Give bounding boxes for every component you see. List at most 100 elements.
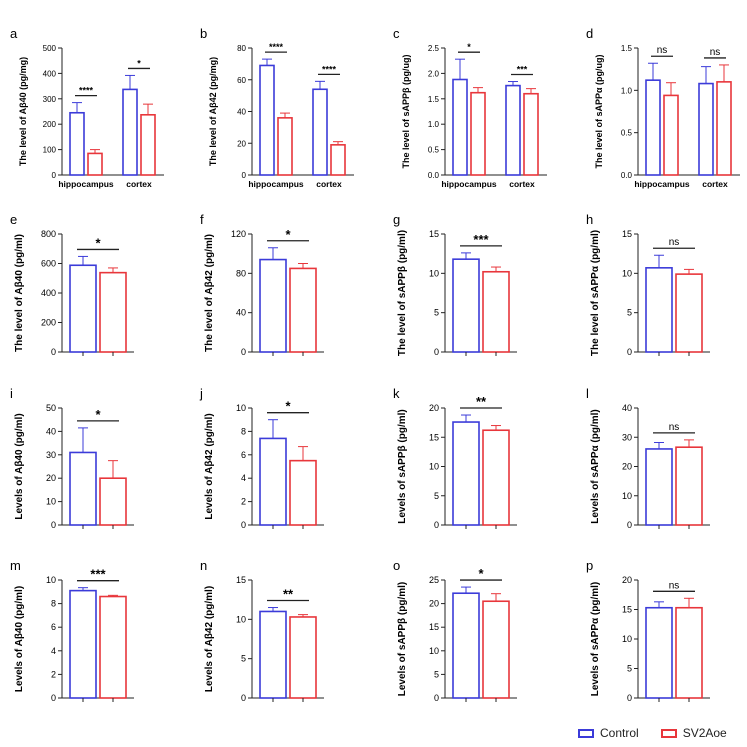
y-axis-label: The level of sAPPβ (pg/ml) [397, 230, 408, 356]
y-tick-label: 15 [622, 229, 632, 239]
panel-o: o 0 5 10 15 20 25 Levels of sAPPβ (pg/ml) * [393, 558, 517, 703]
bar-control [645, 79, 661, 176]
y-tick-label: 25 [429, 575, 439, 585]
panel-letter: j [199, 386, 203, 401]
y-axis-label: Levels of sAPPβ (pg/ml) [397, 409, 408, 523]
bar-control [645, 267, 673, 353]
y-tick-label: 60 [237, 76, 246, 85]
bar-sv2aoe [99, 477, 127, 526]
y-tick-label: 10 [622, 491, 632, 501]
bar-control [259, 64, 275, 176]
y-tick-label: 15 [429, 622, 439, 632]
panel-letter: l [586, 386, 589, 401]
y-tick-label: 0 [241, 347, 246, 357]
panel-letter: k [393, 386, 400, 401]
y-tick-label: 2 [241, 497, 246, 507]
bar-sv2aoe [523, 92, 539, 176]
y-tick-label: 0 [241, 520, 246, 530]
y-tick-label: 0 [51, 520, 56, 530]
y-tick-label: 0.0 [621, 171, 633, 180]
bar-sv2aoe [482, 429, 510, 526]
significance-label: * [137, 58, 141, 68]
y-tick-label: 6 [51, 622, 56, 632]
panel-h: h 0 5 10 15 The level of sAPPα (pg/ml) ns [586, 212, 710, 357]
panel-letter: a [10, 26, 18, 41]
panel-g: g 0 5 10 15 The level of sAPPβ (pg/ml) *** [393, 212, 517, 357]
panel-l: l 0 10 20 30 40 Levels of sAPPα (pg/ml) ns [586, 386, 710, 530]
x-category-label: hippocampus [58, 179, 114, 189]
y-axis-label: Levels of Aβ42 (pg/ml) [204, 586, 215, 692]
x-category-label: hippocampus [634, 179, 690, 189]
bar-sv2aoe [716, 81, 732, 176]
significance-label: ns [710, 47, 721, 58]
y-tick-label: 5 [434, 669, 439, 679]
y-tick-label: 10 [46, 497, 56, 507]
bar-control [452, 592, 480, 699]
y-tick-label: 8 [241, 426, 246, 436]
y-tick-label: 0 [241, 693, 246, 703]
y-tick-label: 10 [236, 403, 246, 413]
significance-label: * [285, 227, 291, 242]
y-tick-label: 10 [429, 646, 439, 656]
significance-label: **** [322, 64, 337, 74]
panel-n: n 0 5 10 15 Levels of Aβ42 (pg/ml) ** [200, 558, 324, 703]
y-axis-label: Levels of sAPPα (pg/ml) [590, 409, 601, 524]
x-category-label: cortex [126, 179, 152, 189]
y-tick-label: 20 [622, 462, 632, 472]
bar-sv2aoe [99, 595, 127, 699]
y-tick-label: 0.5 [621, 129, 633, 138]
bar-sv2aoe [87, 152, 103, 176]
panel-letter: d [586, 26, 593, 41]
y-tick-label: 1.5 [428, 95, 440, 104]
y-tick-label: 40 [236, 308, 246, 318]
y-axis-label: Levels of Aβ40 (pg/ml) [14, 413, 25, 519]
significance-label: * [95, 235, 101, 250]
y-tick-label: 40 [46, 426, 56, 436]
panel-i: i 0 10 20 30 40 50 Levels of Aβ40 (pg/ml) * [10, 386, 134, 530]
bar-control [698, 82, 714, 176]
significance-label: **** [79, 86, 94, 96]
y-tick-label: 0 [434, 347, 439, 357]
y-tick-label: 15 [236, 575, 246, 585]
x-category-label: cortex [316, 179, 342, 189]
bar-sv2aoe [663, 94, 679, 176]
y-tick-label: 15 [622, 605, 632, 615]
y-tick-label: 300 [43, 95, 57, 104]
significance-label: ns [669, 237, 680, 248]
y-tick-label: 0 [51, 693, 56, 703]
significance-label: *** [473, 232, 489, 247]
y-tick-label: 0 [242, 171, 247, 180]
y-tick-label: 40 [622, 403, 632, 413]
bar-control [259, 610, 287, 699]
y-tick-label: 600 [41, 259, 56, 269]
significance-label: * [95, 407, 101, 422]
bar-control [452, 258, 480, 353]
panel-letter: b [200, 26, 207, 41]
bar-control [505, 84, 521, 176]
legend-control-swatch [578, 728, 594, 738]
panel-letter: i [10, 386, 13, 401]
y-tick-label: 50 [46, 403, 56, 413]
y-tick-label: 5 [241, 654, 246, 664]
y-tick-label: 10 [429, 268, 439, 278]
y-tick-label: 400 [41, 288, 56, 298]
significance-label: ** [476, 394, 487, 409]
legend: Control SV2Aoe [578, 725, 747, 741]
legend-sv2aoe-label: SV2Aoe [682, 726, 727, 740]
significance-label: ** [283, 587, 294, 602]
significance-label: *** [90, 567, 106, 582]
bar-control [645, 448, 673, 526]
significance-label: ns [669, 580, 680, 591]
x-category-label: hippocampus [441, 179, 497, 189]
bar-sv2aoe [675, 446, 703, 526]
bar-sv2aoe [482, 270, 510, 353]
y-tick-label: 15 [429, 432, 439, 442]
y-tick-label: 20 [429, 403, 439, 413]
bar-control [69, 111, 85, 176]
y-tick-label: 30 [622, 432, 632, 442]
bar-sv2aoe [140, 114, 156, 176]
panel-a: a 0 100 200 300 400 500 The level of Aβ40 (pg/m… [10, 26, 164, 189]
y-axis-label: Levels of Aβ40 (pg/ml) [14, 586, 25, 692]
y-tick-label: 20 [429, 599, 439, 609]
panel-e: e 0 200 400 600 800 The level of Aβ40 (pg/ml) * [10, 212, 134, 357]
